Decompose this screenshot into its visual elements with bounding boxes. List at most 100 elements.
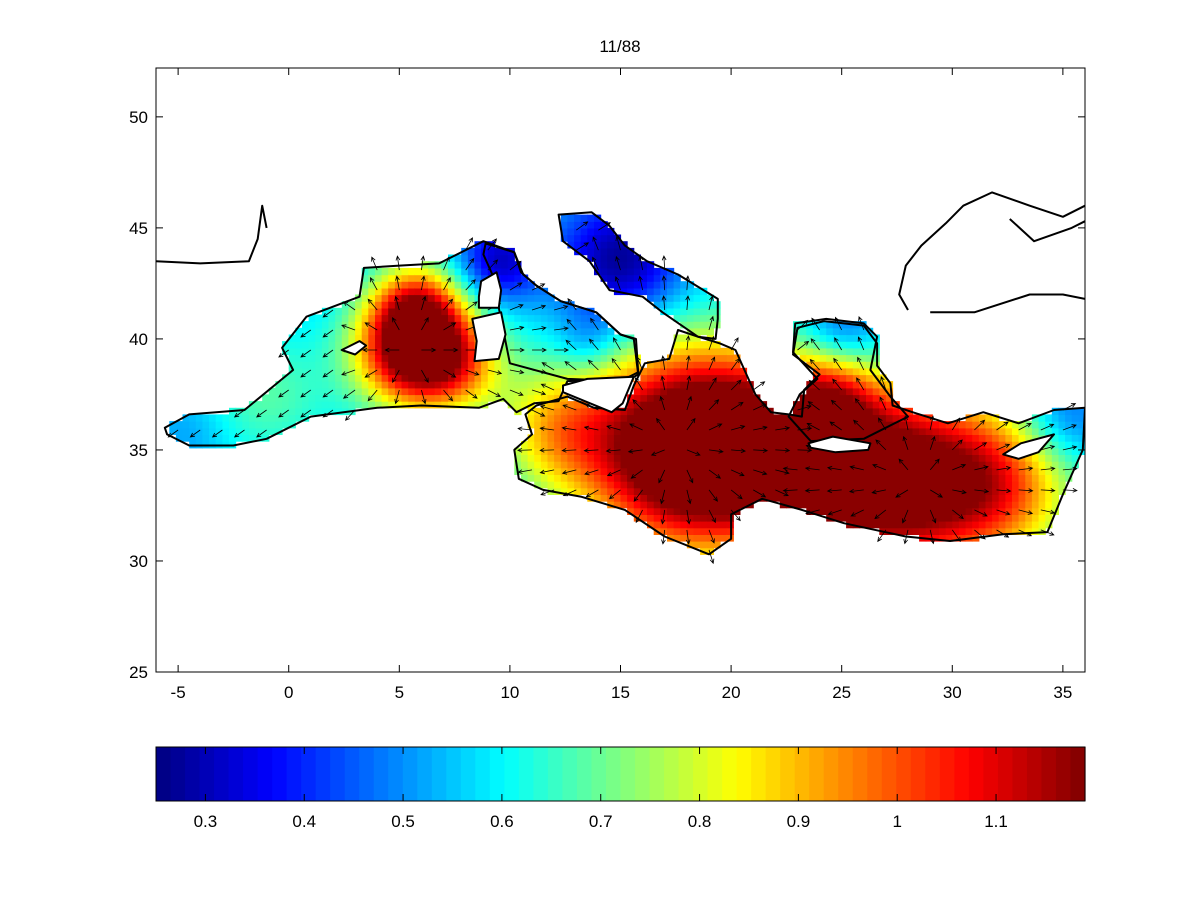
current-arrow: [848, 488, 864, 494]
current-arrow: [211, 429, 223, 438]
current-arrow: [753, 448, 769, 453]
current-arrow: [632, 399, 643, 411]
current-arrow: [730, 469, 745, 477]
current-arrow: [730, 379, 742, 391]
colorbar-tick-label: 0.5: [391, 812, 415, 831]
current-arrow: [367, 298, 378, 311]
current-arrow: [833, 357, 843, 371]
current-arrow: [364, 322, 378, 331]
current-arrow: [996, 465, 1012, 471]
current-arrow: [553, 305, 569, 311]
current-arrow: [857, 356, 865, 371]
current-arrow: [753, 425, 768, 431]
cyprus-island: [1002, 433, 1055, 460]
current-arrow: [1040, 423, 1055, 431]
current-arrow: [629, 423, 643, 431]
colorbar-gradient: [156, 747, 1086, 801]
black-sea-south-coast: [930, 293, 1085, 314]
current-arrow: [509, 369, 525, 375]
current-arrow: [929, 489, 944, 498]
current-arrow: [562, 404, 577, 411]
current-arrow: [929, 509, 937, 524]
current-arrow: [708, 469, 722, 479]
current-arrow: [996, 509, 1011, 516]
current-arrow: [592, 236, 599, 251]
current-arrow: [465, 389, 478, 399]
current-arrow: [606, 469, 621, 477]
current-arrow: [608, 489, 621, 500]
current-arrow: [829, 421, 842, 431]
current-arrow: [342, 389, 356, 399]
current-arrow: [561, 448, 577, 453]
current-arrow: [420, 255, 426, 271]
current-arrow: [807, 401, 820, 411]
current-arrow: [854, 398, 865, 411]
current-arrow: [1018, 466, 1034, 471]
current-arrow: [902, 435, 909, 451]
current-arrow: [421, 295, 427, 311]
x-tick-label: 20: [722, 683, 741, 702]
current-arrow: [256, 429, 267, 438]
current-arrow: [531, 326, 547, 331]
current-arrow: [300, 349, 312, 358]
current-arrow: [554, 347, 570, 353]
current-arrow: [708, 448, 724, 454]
current-arrow: [532, 347, 547, 353]
current-arrow: [392, 369, 400, 384]
current-arrow: [874, 509, 887, 520]
current-arrow: [587, 359, 599, 371]
current-arrow: [189, 429, 201, 438]
current-arrow: [797, 447, 813, 453]
current-arrow: [872, 464, 887, 471]
current-arrow: [540, 383, 555, 391]
sicily-island: [562, 375, 635, 414]
current-arrow: [322, 329, 334, 338]
current-arrow: [487, 369, 503, 375]
colorbar-tick-label: 1.1: [984, 812, 1008, 831]
coastline: [557, 211, 719, 340]
current-arrow: [630, 469, 643, 479]
current-arrow: [880, 375, 887, 391]
current-arrow: [952, 489, 967, 495]
current-arrow: [898, 458, 909, 471]
current-arrow: [708, 529, 715, 544]
current-arrow: [384, 347, 400, 353]
current-arrow: [661, 295, 667, 311]
colorbar-tick-label: 0.8: [688, 812, 712, 831]
current-arrow: [853, 419, 865, 431]
y-axis: 25 30 35 40 45 50: [129, 108, 1085, 682]
current-arrow: [1018, 488, 1034, 493]
current-arrow: [509, 325, 525, 331]
current-arrow: [685, 529, 691, 545]
current-arrow: [256, 409, 267, 418]
colorbar-tick-label: 0.4: [292, 812, 316, 831]
current-arrow: [420, 275, 426, 291]
current-arrow: [875, 439, 887, 451]
current-arrow: [627, 448, 643, 454]
atlantic-coast: [156, 204, 268, 265]
colorbar-tick-label: 1: [892, 812, 901, 831]
x-tick-label: 25: [832, 683, 851, 702]
map-axes: -5 0 5 10 15 20 25 30 35 25 30 35 40 45 50: [129, 67, 1086, 702]
current-arrow: [775, 489, 789, 497]
current-arrow: [775, 469, 790, 475]
current-arrow: [278, 349, 289, 358]
x-tick-label: 0: [284, 683, 293, 702]
current-arrow: [613, 337, 621, 351]
current-arrow: [322, 309, 334, 318]
current-arrow: [804, 466, 820, 471]
colorbar-tick-label: 0.6: [490, 812, 514, 831]
current-arrow: [708, 549, 715, 565]
current-arrow: [708, 509, 716, 524]
current-arrow: [576, 221, 589, 231]
current-arrow: [996, 421, 1009, 431]
y-tick-label: 45: [129, 219, 148, 238]
current-arrow: [753, 469, 768, 476]
current-arrow: [806, 422, 820, 431]
current-arrow: [421, 369, 429, 383]
current-arrow: [443, 276, 451, 291]
current-arrow: [367, 389, 378, 402]
mallorca-island: [340, 340, 368, 356]
current-arrow: [362, 347, 378, 353]
